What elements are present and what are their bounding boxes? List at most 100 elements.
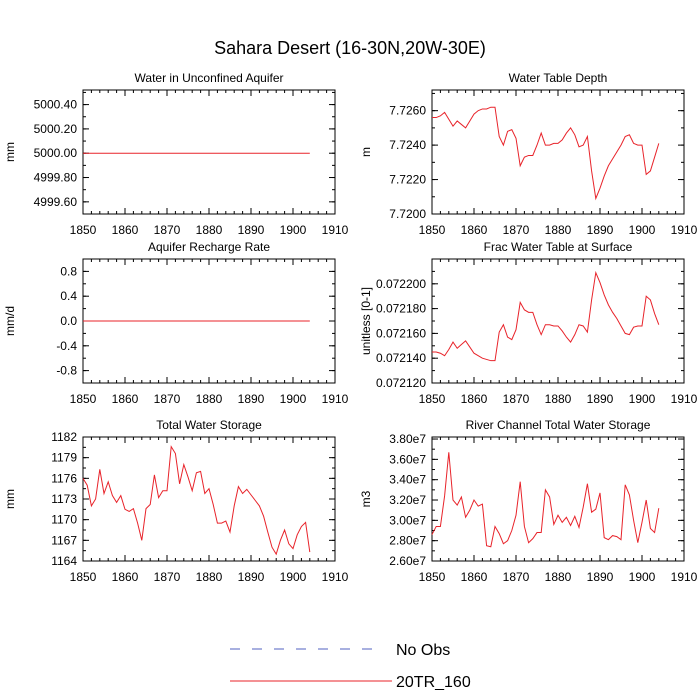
y-tick-label: 0.072140 xyxy=(376,351,426,365)
y-tick-label: 0.0 xyxy=(60,314,77,328)
x-tick-label: 1880 xyxy=(545,392,572,406)
panel-title: Aquifer Recharge Rate xyxy=(148,240,270,254)
y-axis-label: m3 xyxy=(359,490,373,507)
panels-group: Water in Unconfined Aquifer 1850 1860 1870 1… xyxy=(3,71,698,584)
figure-title: Sahara Desert (16-30N,20W-30E) xyxy=(214,38,486,58)
panel-0: Water in Unconfined Aquifer 1850 1860 1870 1… xyxy=(3,71,349,237)
panel-title: Water in Unconfined Aquifer xyxy=(135,71,284,85)
x-tick-label: 1910 xyxy=(671,392,698,406)
y-tick-label: 0.4 xyxy=(60,289,77,303)
y-tick-label: 3.00e7 xyxy=(389,513,426,527)
y-tick-label: 4999.80 xyxy=(34,171,78,185)
x-tick-label: 1910 xyxy=(322,392,349,406)
legend: No Obs 20TR_160 xyxy=(230,642,471,691)
y-tick-label: 2.80e7 xyxy=(389,534,426,548)
y-tick-label: 4999.60 xyxy=(34,195,78,209)
y-tick-label: 1167 xyxy=(51,533,77,547)
x-tick-label: 1880 xyxy=(545,570,572,584)
x-tick-label: 1900 xyxy=(629,392,656,406)
y-tick-label: -0.4 xyxy=(56,339,77,353)
legend-label-no-obs: No Obs xyxy=(396,642,450,659)
y-axis-label: unitless [0-1] xyxy=(359,287,373,355)
x-tick-label: 1880 xyxy=(196,392,223,406)
y-tick-label: 5000.40 xyxy=(34,98,78,112)
y-tick-label: 1164 xyxy=(51,554,77,568)
x-tick-label: 1850 xyxy=(419,570,446,584)
x-tick-label: 1890 xyxy=(238,392,265,406)
panel-3: Frac Water Table at Surface 1850 1860 1870 1… xyxy=(359,240,698,406)
x-tick-label: 1910 xyxy=(671,223,698,237)
panel-title: Frac Water Table at Surface xyxy=(484,240,633,254)
x-tick-label: 1850 xyxy=(70,570,97,584)
x-tick-label: 1890 xyxy=(587,392,614,406)
panel-title: Total Water Storage xyxy=(156,418,262,432)
x-tick-label: 1910 xyxy=(322,570,349,584)
x-tick-label: 1870 xyxy=(154,570,181,584)
x-tick-label: 1860 xyxy=(461,570,488,584)
panel-1: Water Table Depth 1850 1860 1870 1880 1890 190… xyxy=(359,71,698,237)
y-tick-label: 0.8 xyxy=(60,264,77,278)
y-tick-label: 1179 xyxy=(51,451,77,465)
y-axis-label: mm/d xyxy=(3,306,17,336)
x-tick-label: 1870 xyxy=(503,570,530,584)
x-tick-label: 1910 xyxy=(671,570,698,584)
x-tick-label: 1890 xyxy=(238,223,265,237)
panel-title: Water Table Depth xyxy=(509,71,608,85)
y-tick-label: 3.40e7 xyxy=(389,473,426,487)
x-tick-label: 1860 xyxy=(461,392,488,406)
x-tick-label: 1860 xyxy=(461,223,488,237)
x-tick-label: 1870 xyxy=(503,223,530,237)
y-axis-label: mm xyxy=(3,489,17,509)
y-tick-label: 5000.20 xyxy=(34,122,78,136)
y-axis-label: m xyxy=(359,147,373,157)
x-tick-label: 1890 xyxy=(587,223,614,237)
x-tick-label: 1860 xyxy=(112,392,139,406)
x-tick-label: 1910 xyxy=(322,223,349,237)
x-tick-label: 1870 xyxy=(154,392,181,406)
series-line xyxy=(432,270,660,362)
x-tick-label: 1870 xyxy=(154,223,181,237)
y-tick-label: 7.7220 xyxy=(389,173,426,187)
y-tick-label: 7.7200 xyxy=(389,207,426,221)
x-tick-label: 1880 xyxy=(196,570,223,584)
y-tick-label: 0.072180 xyxy=(376,302,426,316)
x-tick-label: 1850 xyxy=(70,223,97,237)
y-tick-label: 3.60e7 xyxy=(389,452,426,466)
y-tick-label: 1176 xyxy=(51,471,77,485)
x-tick-label: 1860 xyxy=(112,570,139,584)
y-axis-label: mm xyxy=(3,142,17,162)
x-tick-label: 1900 xyxy=(280,570,307,584)
x-tick-label: 1900 xyxy=(280,223,307,237)
y-tick-label: 7.7260 xyxy=(389,104,426,118)
series-line xyxy=(431,452,660,548)
x-tick-label: 1880 xyxy=(545,223,572,237)
series-line xyxy=(82,445,311,556)
x-tick-label: 1870 xyxy=(503,392,530,406)
x-tick-label: 1890 xyxy=(587,570,614,584)
legend-label-20tr-160: 20TR_160 xyxy=(396,674,471,691)
y-tick-label: -0.8 xyxy=(56,364,77,378)
y-tick-label: 1170 xyxy=(51,513,77,527)
x-tick-label: 1900 xyxy=(629,223,656,237)
x-tick-label: 1850 xyxy=(70,392,97,406)
x-tick-label: 1850 xyxy=(419,392,446,406)
y-tick-label: 7.7240 xyxy=(389,138,426,152)
y-tick-label: 3.20e7 xyxy=(389,493,426,507)
x-tick-label: 1860 xyxy=(112,223,139,237)
panel-5: River Channel Total Water Storage 1850 186… xyxy=(359,418,698,584)
y-tick-label: 0.072160 xyxy=(376,326,426,340)
x-tick-label: 1900 xyxy=(629,570,656,584)
y-tick-label: 2.60e7 xyxy=(389,554,426,568)
y-tick-label: 5000.00 xyxy=(34,146,78,160)
x-tick-label: 1850 xyxy=(419,223,446,237)
panel-title: River Channel Total Water Storage xyxy=(466,418,651,432)
y-tick-label: 0.072200 xyxy=(376,277,426,291)
y-tick-label: 0.072120 xyxy=(376,376,426,390)
panel-4: Total Water Storage 1850 1860 1870 1880 1890 1… xyxy=(3,418,349,584)
x-tick-label: 1890 xyxy=(238,570,265,584)
y-tick-label: 1173 xyxy=(51,492,77,506)
panel-2: Aquifer Recharge Rate 1850 1860 1870 1880 189… xyxy=(3,240,349,406)
x-tick-label: 1880 xyxy=(196,223,223,237)
